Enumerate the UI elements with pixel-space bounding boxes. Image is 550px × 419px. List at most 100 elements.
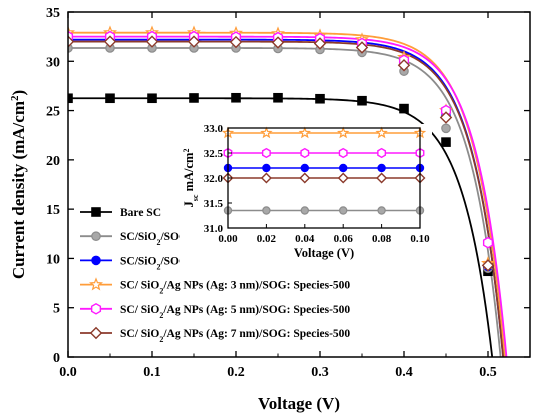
inset-y-title-rest: mA/cm (182, 152, 196, 195)
inset-y-title-sub: sc (191, 194, 200, 201)
inset-series-1-point (261, 147, 271, 159)
inset-series-4-point (262, 206, 271, 215)
y-tick-label: 10 (46, 252, 60, 267)
inset-x-tick-label: 0.10 (410, 233, 430, 245)
inset-series-3-point (376, 172, 388, 184)
series-0-point (105, 93, 115, 104)
inset-y-tick-label: 32.0 (204, 173, 224, 185)
inset-series-3-point (299, 172, 311, 184)
series-line-2 (68, 38, 505, 357)
series-5-point (355, 41, 369, 54)
legend-label-3: SC/ SiO2/Ag NPs (Ag: 3 nm)/SOG: Species-… (120, 280, 350, 296)
legend-label-part: SC/ SiO (120, 328, 159, 340)
y-axis-title-sup: 2 (9, 95, 21, 101)
series-5-point (313, 37, 327, 50)
y-tick-label: 5 (53, 302, 60, 317)
series-5-point (271, 36, 285, 49)
x-tick-label: 0.3 (311, 365, 329, 380)
y-axis-title-main: Current density (mA/cm (9, 101, 28, 279)
inset-series-3-point (337, 172, 349, 184)
legend-label-0: Bare SC (120, 207, 161, 219)
series-5-point (439, 111, 453, 124)
series-5-point (68, 35, 75, 48)
x-tick-label: 0.4 (395, 365, 413, 380)
plot-frame (67, 11, 531, 358)
legend-label-part: 2 (159, 335, 163, 344)
y-tick-label: 25 (46, 105, 60, 120)
curves-group (68, 25, 508, 357)
legend-label-part: SC/ SiO (120, 280, 159, 292)
series-0-point (441, 137, 451, 147)
inset-series-2-point (339, 163, 348, 173)
series-0-point (315, 93, 325, 104)
inset-x-tick-label: 0.08 (372, 233, 392, 245)
inset-y-tick-label: 33.0 (204, 123, 224, 135)
x-axis-title: Voltage (V) (258, 394, 340, 413)
inset-series-2-point (377, 163, 386, 173)
inset-series-2-point (300, 163, 309, 173)
series-line-4 (68, 35, 508, 357)
inset-series-1-point (377, 147, 387, 159)
series-5-point (187, 35, 201, 48)
inset-y-title-sup: 2 (182, 149, 191, 153)
inset-x-tick-label: 0.04 (295, 233, 315, 245)
legend-label-part: 2 (159, 286, 163, 295)
y-tick-label: 35 (46, 6, 60, 21)
y-tick-label: 30 (46, 55, 60, 70)
legend-marker-4 (90, 302, 102, 315)
series-0-point (68, 93, 73, 104)
inset-series-3-point (260, 172, 272, 184)
legend-label-part: SC/SiO (120, 231, 156, 243)
series-4-point (482, 236, 494, 249)
legend-label-5: SC/ SiO2/Ag NPs (Ag: 7 nm)/SOG: Species-… (120, 328, 350, 344)
inset-x-tick-label: 0.00 (218, 233, 238, 245)
inset-series-4-point (339, 206, 348, 215)
inset-series-2-point (262, 163, 271, 173)
series-5-point (397, 58, 411, 72)
inset-y-tick-label: 31.5 (204, 198, 224, 210)
series-0-point (147, 93, 157, 104)
legend-label-part: 2 (159, 310, 163, 319)
legend-marker-1 (91, 231, 101, 241)
series-line-5 (68, 40, 505, 357)
x-tick-label: 0.5 (479, 365, 497, 380)
series-1-point (441, 123, 451, 134)
legend-label-part: Bare SC (120, 207, 161, 219)
legend-label-part: 2 (156, 262, 160, 271)
legend-label-part: SC/SiO (120, 255, 156, 267)
inset-series-4-point (377, 206, 386, 215)
series-0-point (399, 103, 409, 114)
inset-series-0-point (298, 126, 311, 139)
inset-x-tick-label: 0.02 (257, 233, 277, 245)
x-tick-label: 0.1 (143, 365, 161, 380)
inset-y-axis-title: Jsc mA/cm2 (182, 149, 200, 208)
series-5-point (145, 35, 159, 48)
inset-series-1-point (338, 147, 348, 159)
legend-label-part: /Ag NPs (Ag: 5 nm)/SOG: Species-500 (162, 304, 350, 316)
inset-series-4-point (300, 206, 309, 215)
legend-marker-3 (89, 277, 103, 291)
inset-y-tick-label: 32.5 (204, 148, 224, 160)
series-5-point (481, 259, 495, 272)
inset-y-title-main: J (182, 201, 196, 207)
series-0-point (189, 93, 199, 103)
legend-label-4: SC/ SiO2/Ag NPs (Ag: 5 nm)/SOG: Species-… (120, 304, 350, 320)
inset-x-tick-label: 0.06 (334, 233, 354, 245)
inset-series-0-point (375, 126, 388, 139)
series-0-point (273, 92, 283, 103)
inset-series-1-point (300, 147, 310, 159)
legend-label-1: SC/SiO2/SOG (120, 231, 188, 247)
inset-y-tick-label: 31.0 (204, 223, 224, 235)
series-0-point (231, 92, 241, 103)
legend-label-part: SC/ SiO (120, 304, 159, 316)
inset-series-0-point (337, 126, 350, 139)
series-5-point (103, 35, 117, 48)
legend-label-part: /Ag NPs (Ag: 3 nm)/SOG: Species-500 (162, 280, 350, 292)
series-5-point (229, 35, 243, 49)
inset-series-0-point (260, 126, 273, 139)
y-axis-title-end: ) (9, 90, 28, 96)
legend-marker-0 (91, 207, 101, 217)
series-0-point (357, 95, 367, 106)
